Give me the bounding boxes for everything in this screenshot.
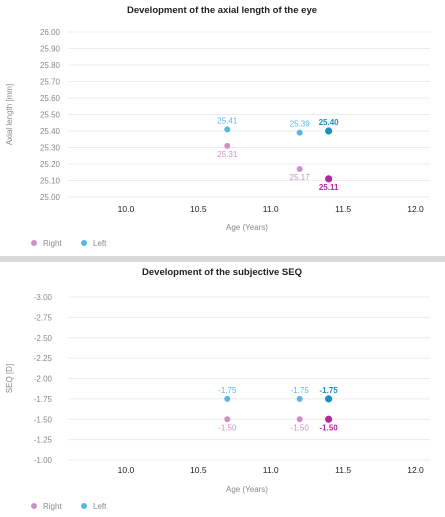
data-point-right [224, 142, 231, 149]
data-point-right [325, 415, 333, 423]
y-tick-label: 25.80 [40, 61, 61, 70]
data-label-right: 25.31 [217, 150, 238, 159]
y-tick-label: 25.60 [40, 94, 61, 103]
chart-title: Development of the subjective SEQ [142, 267, 302, 278]
legend-label-right: Right [43, 502, 62, 511]
y-tick-label: -2.75 [34, 313, 53, 322]
data-label-left: -1.75 [291, 386, 310, 395]
data-point-left [296, 129, 303, 136]
legend-marker-right [31, 240, 37, 246]
data-point-right [325, 175, 333, 183]
y-tick-label: -1.00 [34, 456, 53, 465]
legend-label-left: Left [93, 239, 107, 248]
data-label-right: 25.11 [319, 183, 339, 192]
axial-length-chart: Development of the axial length of the e… [5, 5, 430, 248]
seq-chart-panel: Development of the subjective SEQ -3.00 -2… [0, 262, 445, 517]
y-tick-label: 26.00 [40, 28, 61, 37]
y-tick-label: -2.25 [34, 354, 53, 363]
data-point-left [325, 395, 333, 403]
x-tick-label: 10.5 [190, 204, 207, 214]
y-tick-label: -2.00 [34, 375, 53, 384]
y-tick-label: 25.10 [40, 177, 61, 186]
data-point-right [296, 416, 303, 423]
y-tick-label: -1.50 [34, 415, 53, 424]
axial-length-chart-panel: Development of the axial length of the e… [0, 0, 445, 256]
x-tick-label: 12.0 [407, 465, 424, 475]
data-label-left: -1.75 [320, 386, 339, 395]
x-axis-label: Age (Years) [226, 485, 268, 494]
y-tick-label: 25.70 [40, 78, 61, 87]
legend-marker-left [81, 240, 87, 246]
data-label-right: 25.17 [290, 173, 311, 182]
y-tick-label: 25.90 [40, 45, 61, 54]
data-label-left: -1.75 [218, 386, 237, 395]
data-point-right [296, 165, 303, 172]
data-label-left: 25.39 [290, 120, 311, 129]
legend-marker-left [81, 503, 87, 509]
y-axis-label: Axial length [mm] [5, 84, 14, 145]
seq-chart: Development of the subjective SEQ -3.00 -2… [5, 267, 430, 511]
data-point-left [296, 395, 303, 402]
data-label-right: -1.50 [218, 423, 237, 432]
data-point-right [224, 416, 231, 423]
y-tick-label: -1.25 [34, 436, 53, 445]
legend-label-left: Left [93, 502, 107, 511]
x-tick-label: 11.5 [335, 204, 351, 214]
x-tick-label: 11.5 [335, 465, 351, 475]
y-tick-label: -2.50 [34, 334, 53, 343]
x-tick-label: 11.0 [263, 465, 279, 475]
y-tick-label: 25.30 [40, 144, 61, 153]
data-label-left: 25.40 [319, 118, 340, 127]
data-point-left [224, 126, 231, 133]
y-tick-label: 25.20 [40, 160, 61, 169]
x-tick-label: 10.0 [118, 465, 135, 475]
y-tick-label: -1.75 [34, 395, 53, 404]
y-tick-label: 25.50 [40, 111, 61, 120]
y-tick-label: -3.00 [34, 293, 53, 302]
x-tick-label: 12.0 [407, 204, 424, 214]
data-point-left [224, 395, 231, 402]
data-label-left: 25.41 [217, 116, 238, 125]
y-tick-label: 25.40 [40, 127, 61, 136]
data-label-right: -1.50 [291, 423, 310, 432]
y-tick-label: 25.00 [40, 193, 61, 202]
x-tick-label: 11.0 [263, 204, 279, 214]
legend-label-right: Right [43, 239, 62, 248]
x-tick-label: 10.0 [118, 204, 135, 214]
y-axis-label: SEQ [D] [5, 364, 14, 393]
data-point-left [325, 127, 333, 135]
data-label-right: -1.50 [320, 423, 339, 432]
x-axis-label: Age (Years) [226, 223, 268, 232]
x-tick-label: 10.5 [190, 465, 207, 475]
chart-title: Development of the axial length of the e… [127, 5, 317, 16]
legend-marker-right [31, 503, 37, 509]
